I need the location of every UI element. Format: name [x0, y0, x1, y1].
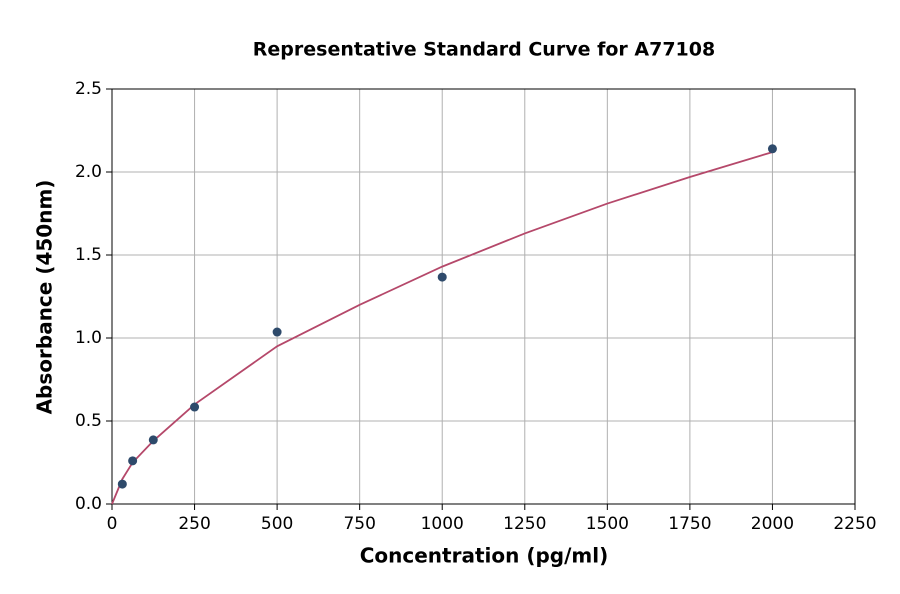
data-point [128, 456, 138, 466]
y-axis-label: Absorbance (450nm) [33, 180, 57, 415]
y-tick-label: 1.0 [75, 328, 102, 348]
x-tick-label: 750 [343, 514, 375, 534]
y-tick-label: 0.0 [75, 494, 102, 514]
x-tick-label: 1500 [586, 514, 629, 534]
y-tick-label: 0.5 [75, 411, 102, 431]
data-point [767, 144, 777, 154]
fit-curve [111, 151, 773, 505]
x-tick-label: 2000 [751, 514, 794, 534]
chart-title: Representative Standard Curve for A77108 [253, 39, 715, 61]
y-tick-label: 1.5 [75, 245, 102, 265]
y-tick-label: 2.0 [75, 162, 102, 182]
y-tick-label: 2.5 [75, 79, 102, 99]
plot-frame [111, 88, 856, 505]
data-point [148, 435, 158, 445]
x-tick-label: 2250 [833, 514, 876, 534]
x-tick-label: 1000 [421, 514, 464, 534]
x-tick-label: 0 [107, 514, 118, 534]
x-tick-label: 1750 [668, 514, 711, 534]
x-axis-label: Concentration (pg/ml) [360, 544, 609, 568]
x-tick-label: 1250 [503, 514, 546, 534]
x-tick-label: 500 [261, 514, 293, 534]
data-point [190, 402, 200, 412]
data-point [272, 327, 282, 337]
x-tick-label: 250 [178, 514, 210, 534]
data-point [437, 272, 447, 282]
data-point [117, 479, 127, 489]
